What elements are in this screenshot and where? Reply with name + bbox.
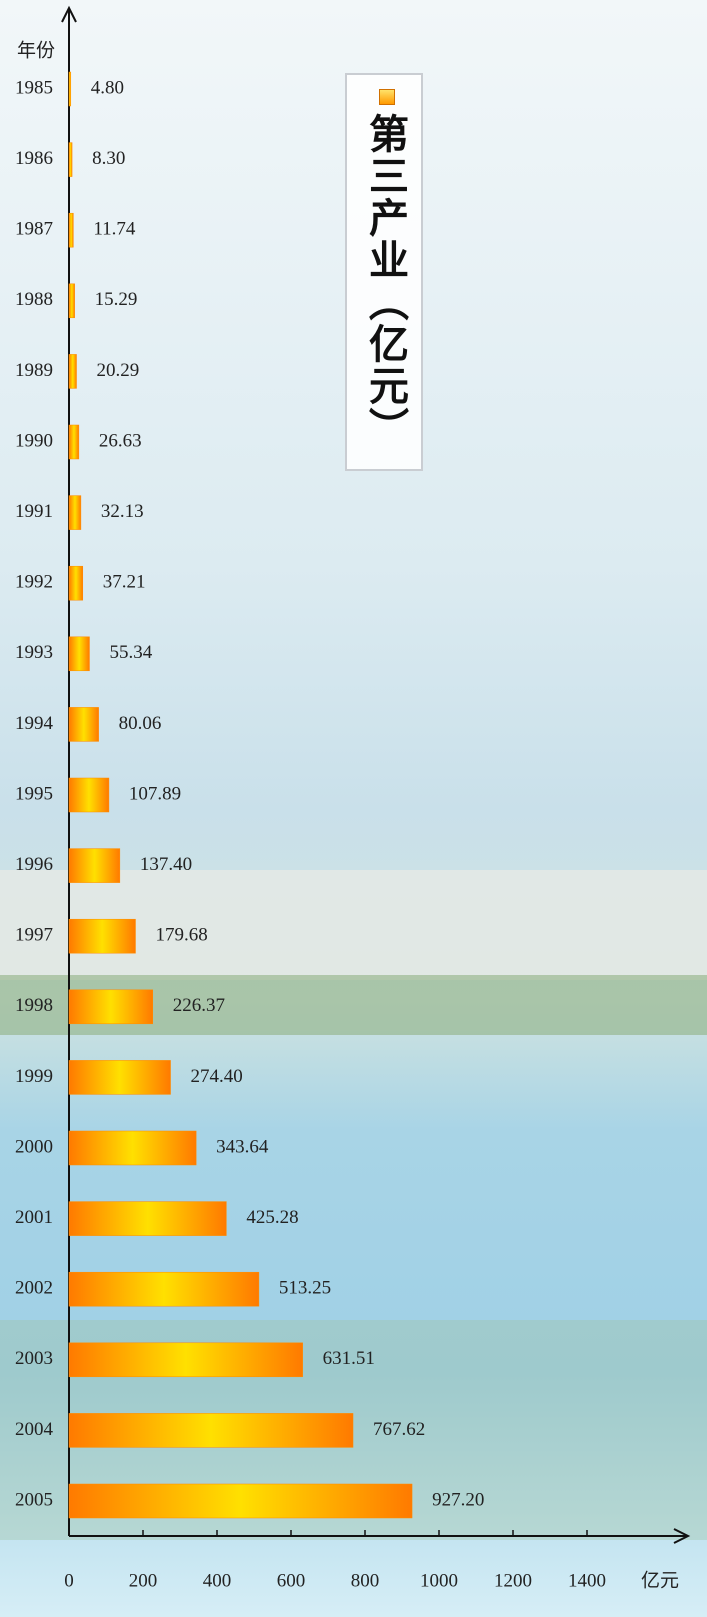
bar [69, 354, 77, 388]
y-tick-label: 2005 [15, 1489, 53, 1510]
bar [69, 566, 83, 600]
y-tick-label: 2004 [15, 1419, 54, 1440]
value-label: 226.37 [173, 995, 225, 1016]
y-tick-label: 1985 [15, 77, 53, 98]
x-tick-label: 0 [64, 1570, 74, 1591]
bar [69, 849, 120, 883]
y-tick-label: 2000 [15, 1136, 53, 1157]
bar [69, 1413, 353, 1447]
bar [69, 990, 153, 1024]
value-label: 26.63 [99, 430, 142, 451]
legend-swatch [379, 89, 395, 105]
value-label: 37.21 [103, 572, 146, 593]
y-tick-label: 1996 [15, 854, 53, 875]
bar [69, 213, 73, 247]
y-tick-label: 1988 [15, 289, 53, 310]
value-label: 107.89 [129, 783, 181, 804]
x-tick-label: 600 [277, 1570, 306, 1591]
legend: 第三产业（亿元） [345, 73, 423, 471]
bar [69, 1343, 303, 1377]
y-tick-label: 1994 [15, 713, 54, 734]
value-label: 343.64 [216, 1136, 269, 1157]
bar [69, 1060, 171, 1094]
x-tick-label: 400 [203, 1570, 232, 1591]
y-axis-label: 年份 [17, 39, 55, 61]
bar [69, 778, 109, 812]
bar [69, 496, 81, 530]
y-tick-label: 1990 [15, 430, 53, 451]
value-label: 274.40 [191, 1066, 243, 1087]
value-label: 32.13 [101, 501, 144, 522]
value-label: 4.80 [91, 77, 124, 98]
bar [69, 1272, 259, 1306]
y-tick-label: 1986 [15, 148, 53, 169]
value-label: 513.25 [279, 1278, 331, 1299]
value-label: 179.68 [155, 925, 207, 946]
y-tick-label: 1989 [15, 360, 53, 381]
y-tick-label: 1999 [15, 1066, 53, 1087]
x-tick-label: 1400 [568, 1570, 606, 1591]
x-tick-label: 1000 [420, 1570, 458, 1591]
bar [69, 919, 135, 953]
bar [69, 72, 71, 106]
y-tick-label: 1992 [15, 572, 53, 593]
bar [69, 637, 89, 671]
bar [69, 425, 79, 459]
y-tick-label: 1987 [15, 219, 53, 240]
y-tick-label: 2001 [15, 1207, 53, 1228]
bar [69, 284, 75, 318]
bar [69, 1202, 226, 1236]
y-tick-label: 2003 [15, 1348, 53, 1369]
value-label: 11.74 [93, 219, 136, 240]
value-label: 20.29 [97, 360, 140, 381]
x-tick-label: 800 [351, 1570, 380, 1591]
y-tick-label: 2002 [15, 1278, 53, 1299]
x-tick-label: 200 [129, 1570, 158, 1591]
y-tick-label: 1995 [15, 783, 53, 804]
bar [69, 1484, 412, 1518]
value-label: 137.40 [140, 854, 192, 875]
x-axis-label: 亿元 [641, 1569, 679, 1591]
value-label: 55.34 [109, 642, 152, 663]
value-label: 767.62 [373, 1419, 425, 1440]
legend-label: 第三产业（亿元） [363, 113, 407, 449]
bar [69, 1131, 196, 1165]
y-tick-label: 1993 [15, 642, 53, 663]
bar [69, 707, 99, 741]
y-tick-label: 1997 [15, 925, 53, 946]
value-label: 15.29 [95, 289, 138, 310]
value-label: 425.28 [246, 1207, 298, 1228]
y-tick-label: 1998 [15, 995, 53, 1016]
value-label: 8.30 [92, 148, 125, 169]
value-label: 927.20 [432, 1489, 484, 1510]
y-tick-label: 1991 [15, 501, 53, 522]
x-tick-label: 1200 [494, 1570, 532, 1591]
value-label: 80.06 [119, 713, 162, 734]
bar [69, 143, 72, 177]
value-label: 631.51 [323, 1348, 375, 1369]
page: 年份 亿元 0 200 400 600 800 1000 1200 1400 1985 4.80 1… [0, 0, 707, 1617]
